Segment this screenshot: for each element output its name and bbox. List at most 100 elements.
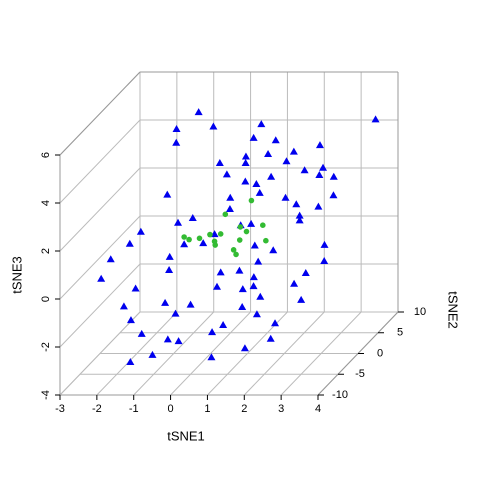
x-tick-label: 1 bbox=[204, 403, 210, 415]
point bbox=[264, 150, 273, 158]
point bbox=[271, 319, 280, 327]
point bbox=[225, 205, 234, 213]
point bbox=[257, 120, 266, 128]
point bbox=[207, 231, 213, 238]
point bbox=[213, 282, 221, 290]
y-axis-title: tSNE2 bbox=[446, 291, 461, 329]
point bbox=[212, 242, 218, 248]
point bbox=[226, 193, 235, 201]
point bbox=[233, 251, 239, 258]
point bbox=[371, 115, 380, 123]
point bbox=[137, 329, 146, 337]
y-tick-label: 5 bbox=[397, 327, 403, 339]
point bbox=[131, 284, 140, 292]
point bbox=[289, 147, 298, 155]
point bbox=[136, 227, 145, 235]
point bbox=[119, 302, 128, 310]
x-tick-label: 3 bbox=[278, 403, 284, 415]
point bbox=[300, 166, 309, 174]
point bbox=[241, 152, 250, 160]
y-tick-label: 0 bbox=[377, 347, 383, 359]
point bbox=[207, 353, 216, 361]
point bbox=[315, 171, 324, 178]
point bbox=[106, 255, 115, 263]
point bbox=[237, 224, 244, 230]
point bbox=[247, 219, 256, 227]
point bbox=[208, 328, 217, 336]
point bbox=[126, 358, 135, 366]
point bbox=[250, 241, 259, 249]
point bbox=[194, 108, 203, 116]
point bbox=[174, 337, 183, 345]
point bbox=[174, 218, 183, 226]
grid-line bbox=[59, 119, 141, 204]
point bbox=[186, 236, 192, 243]
y-tick-label: 10 bbox=[414, 306, 426, 318]
point bbox=[172, 124, 181, 132]
point bbox=[266, 334, 275, 342]
point bbox=[255, 188, 264, 196]
point bbox=[295, 216, 304, 224]
point bbox=[125, 239, 134, 247]
point bbox=[281, 193, 290, 201]
point bbox=[292, 200, 301, 208]
point bbox=[188, 214, 197, 221]
point bbox=[320, 240, 329, 248]
z-tick-label: 2 bbox=[40, 248, 52, 254]
z-tick-label: -4 bbox=[40, 390, 52, 400]
point bbox=[243, 228, 250, 235]
point bbox=[97, 274, 106, 282]
z-tick-label: -2 bbox=[40, 342, 52, 352]
x-axis-title: tSNE1 bbox=[167, 428, 205, 443]
point bbox=[315, 141, 324, 149]
point bbox=[222, 211, 229, 218]
point bbox=[329, 172, 338, 180]
point bbox=[269, 246, 278, 254]
x-tick-label: 4 bbox=[315, 403, 321, 415]
point bbox=[148, 350, 157, 358]
point bbox=[240, 344, 249, 352]
point bbox=[199, 239, 208, 247]
point bbox=[216, 268, 225, 276]
point bbox=[126, 316, 135, 324]
z-tick-label: 6 bbox=[40, 152, 52, 158]
x-tick-label: 2 bbox=[241, 403, 247, 415]
point bbox=[249, 133, 258, 141]
grid-line bbox=[59, 215, 141, 300]
point bbox=[217, 231, 224, 237]
x-tick-label: 0 bbox=[168, 403, 174, 415]
grid-line bbox=[59, 263, 141, 348]
point bbox=[301, 269, 310, 276]
box-edge bbox=[59, 71, 141, 156]
point bbox=[241, 159, 250, 166]
point bbox=[254, 257, 263, 265]
point bbox=[256, 292, 265, 300]
z-tick-label: 4 bbox=[40, 200, 52, 206]
point bbox=[241, 177, 250, 185]
y-tick-label: -10 bbox=[332, 389, 348, 401]
point bbox=[172, 138, 181, 146]
point bbox=[260, 222, 266, 228]
point bbox=[252, 310, 261, 318]
point bbox=[271, 136, 280, 144]
point bbox=[263, 237, 269, 244]
point bbox=[196, 235, 203, 242]
point bbox=[219, 320, 228, 328]
point bbox=[180, 240, 189, 248]
point bbox=[267, 172, 276, 180]
point bbox=[235, 266, 244, 274]
x-tick-label: -3 bbox=[55, 403, 65, 415]
point bbox=[319, 163, 328, 171]
point bbox=[320, 257, 329, 264]
point bbox=[209, 122, 218, 130]
point bbox=[181, 234, 187, 240]
point bbox=[171, 309, 180, 317]
point bbox=[248, 197, 255, 204]
z-axis-title: tSNE3 bbox=[9, 256, 24, 294]
point bbox=[165, 265, 174, 273]
point bbox=[295, 211, 304, 219]
point bbox=[215, 159, 224, 166]
point bbox=[282, 157, 291, 165]
